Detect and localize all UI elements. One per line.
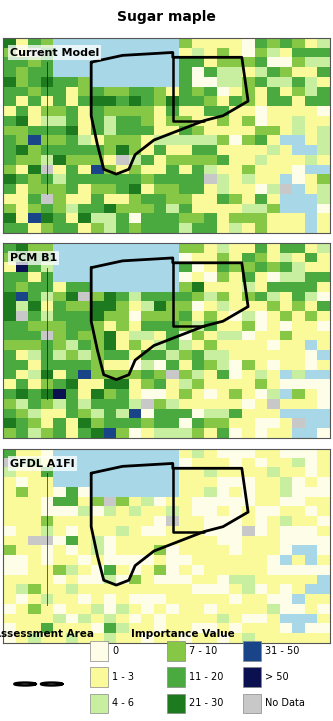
Bar	[90, 641, 108, 660]
Bar	[90, 668, 108, 687]
Text: 31 - 50: 31 - 50	[265, 646, 300, 656]
Text: 0: 0	[112, 646, 118, 656]
Text: 7 - 10: 7 - 10	[189, 646, 217, 656]
Bar	[90, 694, 108, 713]
Text: 11 - 20: 11 - 20	[189, 672, 223, 682]
Bar	[166, 668, 185, 687]
Text: Importance Value: Importance Value	[131, 629, 235, 639]
Bar	[166, 694, 185, 713]
Bar	[243, 694, 261, 713]
Text: Sugar maple: Sugar maple	[117, 10, 216, 25]
Bar	[243, 668, 261, 687]
Text: > 50: > 50	[265, 672, 289, 682]
Text: Current Model: Current Model	[10, 48, 99, 58]
Text: 1 - 3: 1 - 3	[112, 672, 134, 682]
Text: GFDL A1FI: GFDL A1FI	[10, 459, 75, 469]
Text: 4 - 6: 4 - 6	[112, 699, 134, 709]
Text: PCM B1: PCM B1	[10, 253, 57, 263]
Text: No Data: No Data	[265, 699, 305, 709]
Bar	[243, 641, 261, 660]
Bar	[166, 641, 185, 660]
Text: Assessment Area: Assessment Area	[0, 629, 94, 639]
Text: 21 - 30: 21 - 30	[189, 699, 223, 709]
